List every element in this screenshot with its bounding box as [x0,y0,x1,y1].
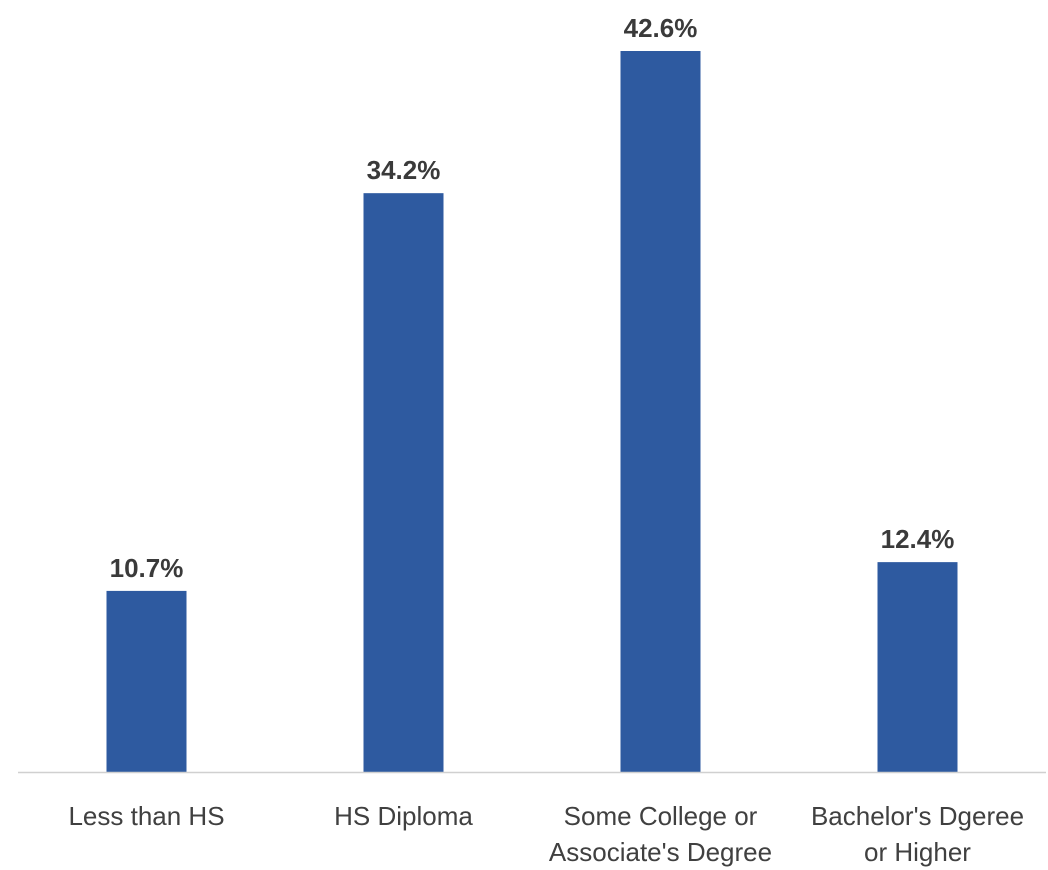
category-labels-group: Less than HS HS Diploma Some College or Ass… [68,801,1024,867]
data-label-0: 10.7% [110,553,184,583]
category-label-0-line-0: Less than HS [68,801,224,831]
data-label-1: 34.2% [367,155,441,185]
category-label-3-line-0: Bachelor's Dgeree [811,801,1024,831]
data-label-3: 12.4% [881,524,955,554]
category-label-2-line-0: Some College or [564,801,758,831]
category-label-3-line-1: or Higher [864,837,971,867]
category-label-1-line-0: HS Diploma [334,801,473,831]
data-labels-group: 10.7% 34.2% 42.6% 12.4% [110,13,955,583]
bars-group [106,51,958,773]
bar-0 [106,590,187,772]
data-label-2: 42.6% [624,13,698,43]
bar-2 [620,51,701,772]
bar-3 [877,562,958,772]
bar-1 [363,193,444,773]
category-label-2-line-1: Associate's Degree [549,837,772,867]
